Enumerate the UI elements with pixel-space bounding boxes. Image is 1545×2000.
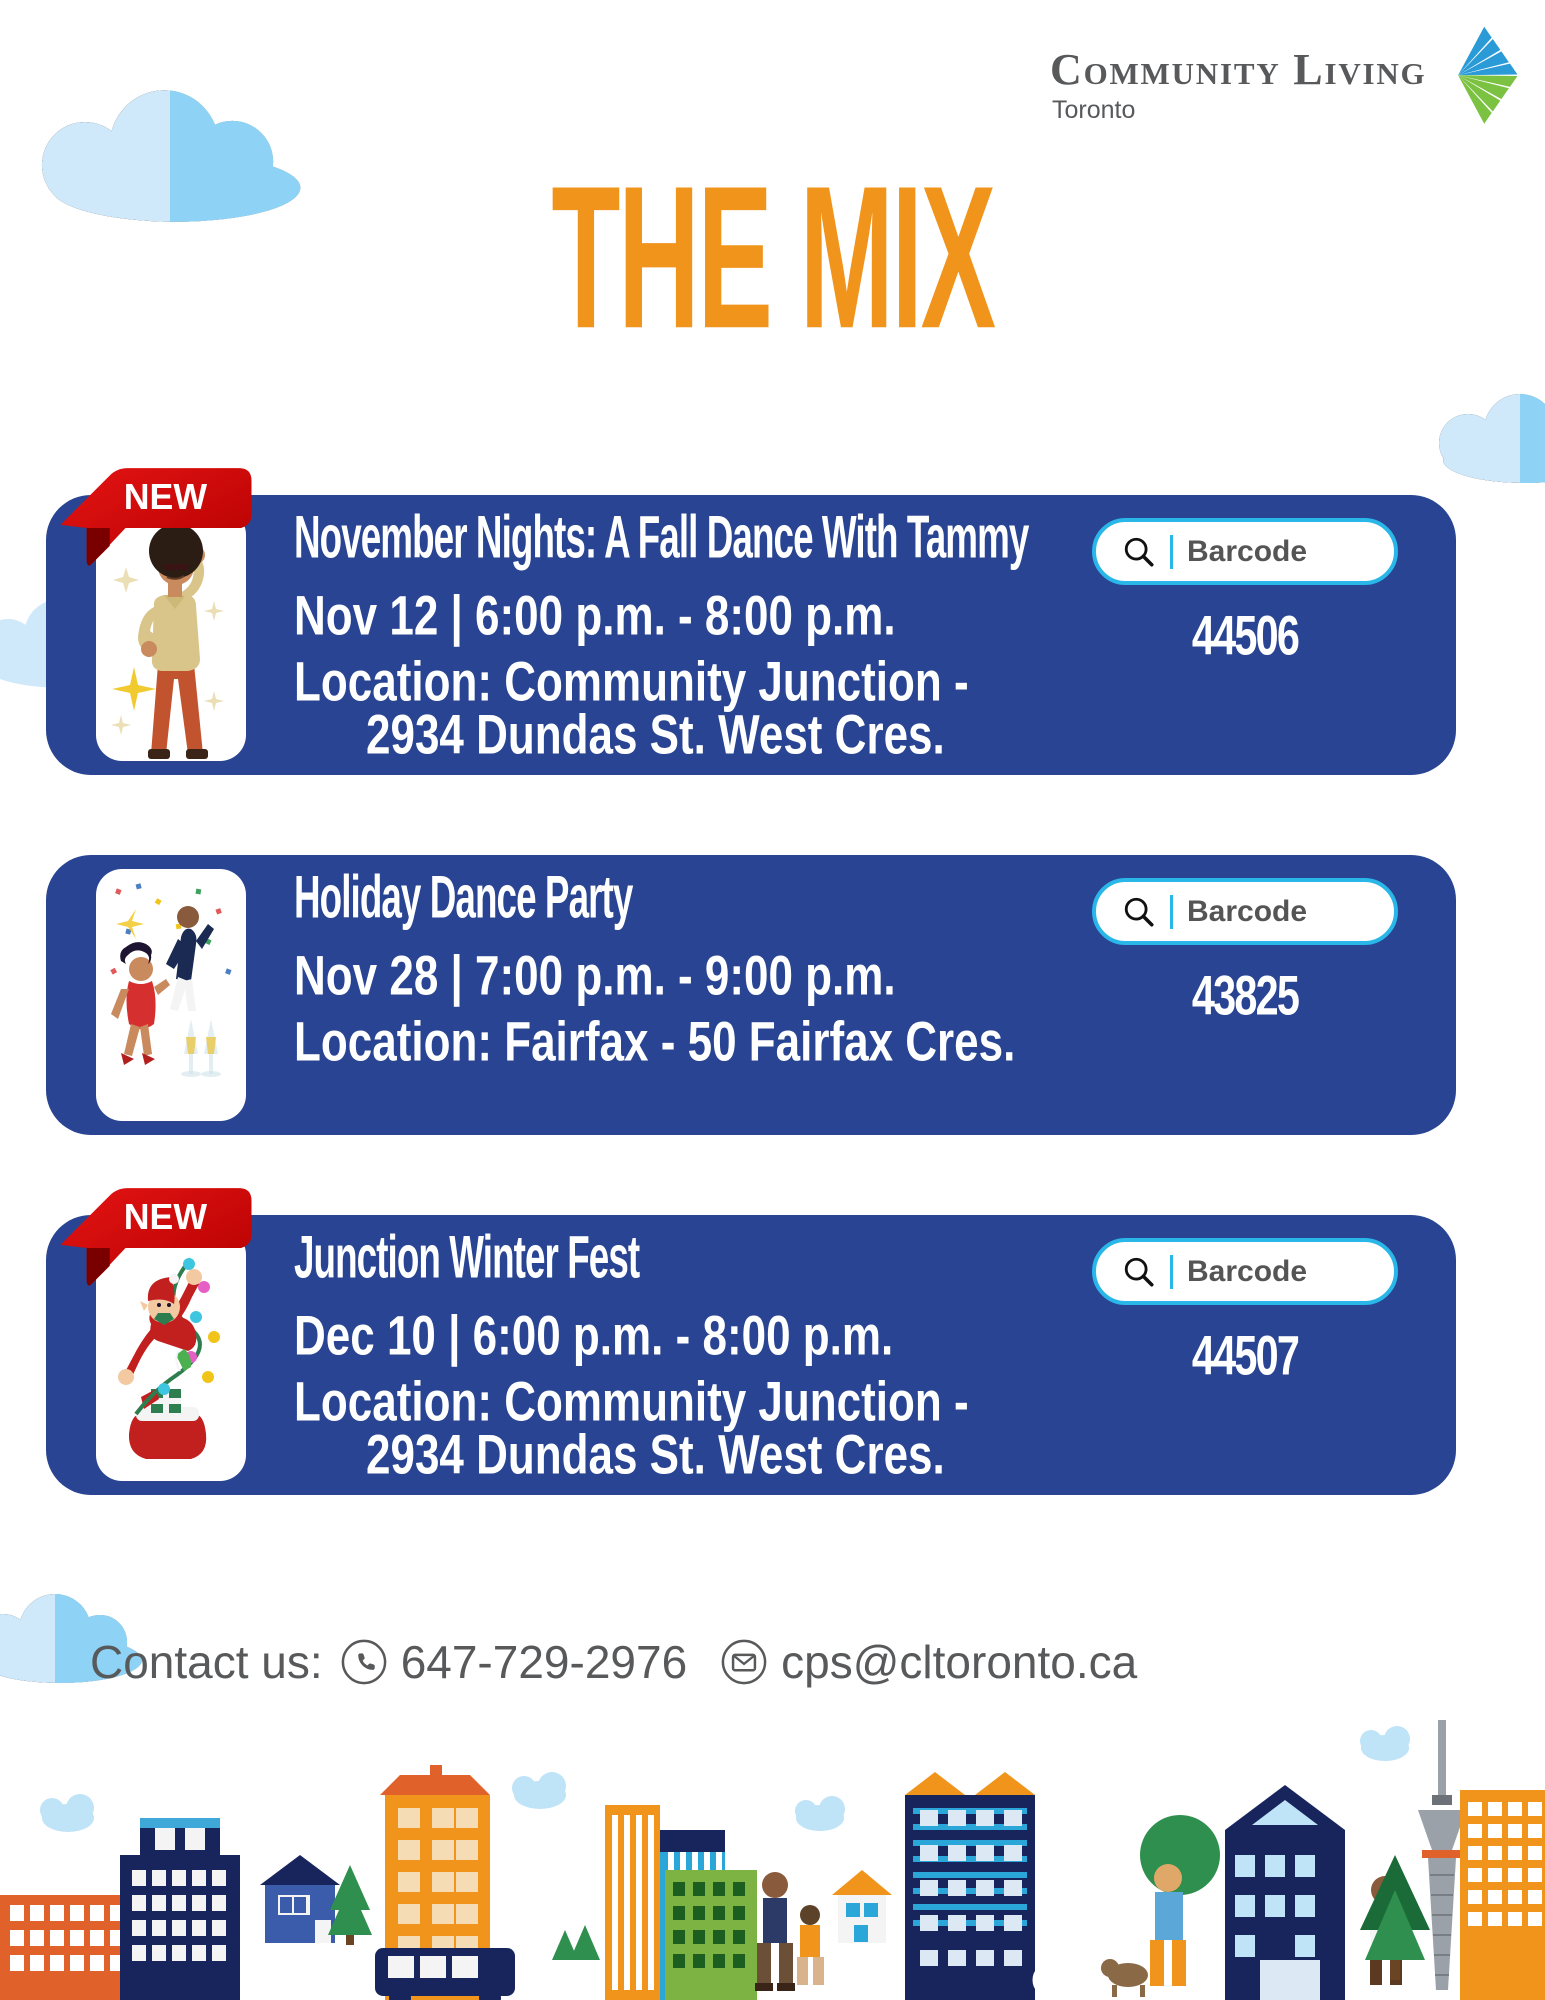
svg-text:NEW: NEW: [124, 477, 208, 517]
svg-text:NEW: NEW: [124, 1197, 208, 1237]
